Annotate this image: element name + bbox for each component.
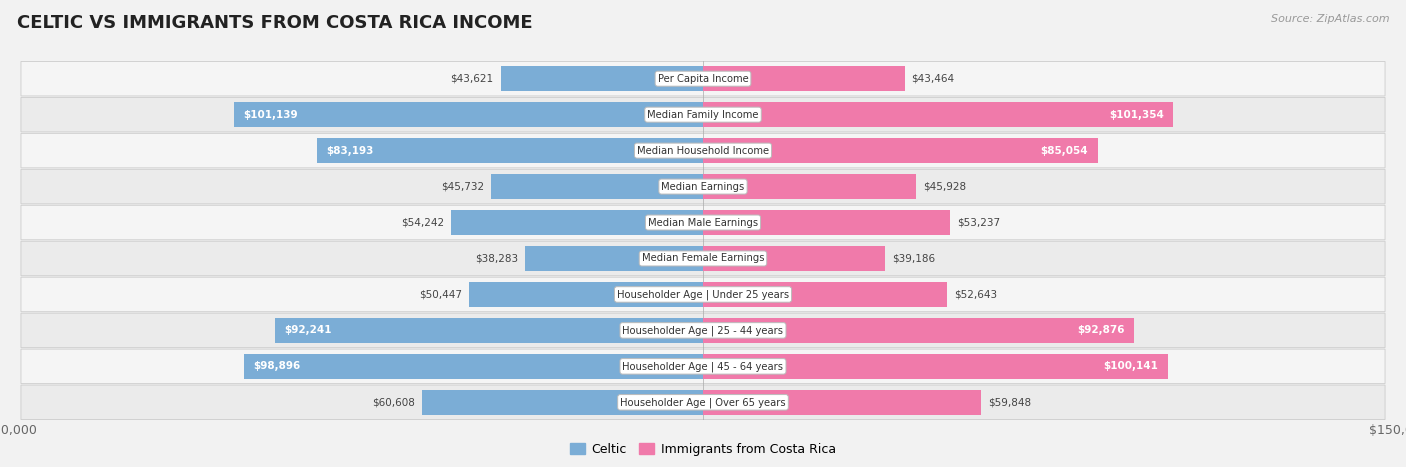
Text: Householder Age | Under 25 years: Householder Age | Under 25 years [617, 289, 789, 300]
Text: Median Family Income: Median Family Income [647, 110, 759, 120]
Bar [703, 102, 1173, 127]
Text: $100,141: $100,141 [1104, 361, 1159, 371]
Bar [703, 282, 948, 307]
Text: $39,186: $39,186 [891, 254, 935, 263]
Text: Median Female Earnings: Median Female Earnings [641, 254, 765, 263]
FancyBboxPatch shape [21, 313, 1385, 347]
Text: $101,139: $101,139 [243, 110, 298, 120]
Bar [703, 246, 884, 271]
Bar [422, 390, 703, 415]
Text: $54,242: $54,242 [401, 218, 444, 227]
Text: CELTIC VS IMMIGRANTS FROM COSTA RICA INCOME: CELTIC VS IMMIGRANTS FROM COSTA RICA INC… [17, 14, 533, 32]
Text: Householder Age | 25 - 44 years: Householder Age | 25 - 44 years [623, 325, 783, 336]
Text: $38,283: $38,283 [475, 254, 519, 263]
Bar [451, 210, 703, 235]
Bar [316, 138, 703, 163]
Text: $59,848: $59,848 [987, 397, 1031, 407]
FancyBboxPatch shape [21, 277, 1385, 311]
Bar [276, 318, 703, 343]
Bar [703, 138, 1098, 163]
Bar [245, 354, 703, 379]
Bar [703, 354, 1167, 379]
Text: $83,193: $83,193 [326, 146, 374, 156]
Text: $45,732: $45,732 [440, 182, 484, 191]
FancyBboxPatch shape [21, 170, 1385, 204]
Text: $53,237: $53,237 [957, 218, 1000, 227]
Text: $92,876: $92,876 [1077, 325, 1125, 335]
Bar [501, 66, 703, 91]
Bar [233, 102, 703, 127]
Text: Median Household Income: Median Household Income [637, 146, 769, 156]
Text: $50,447: $50,447 [419, 290, 463, 299]
FancyBboxPatch shape [21, 349, 1385, 383]
Text: $52,643: $52,643 [955, 290, 997, 299]
Text: $60,608: $60,608 [373, 397, 415, 407]
Bar [703, 210, 950, 235]
Bar [526, 246, 703, 271]
Text: $92,241: $92,241 [284, 325, 332, 335]
Legend: Celtic, Immigrants from Costa Rica: Celtic, Immigrants from Costa Rica [565, 438, 841, 461]
Text: Householder Age | 45 - 64 years: Householder Age | 45 - 64 years [623, 361, 783, 372]
Text: $101,354: $101,354 [1109, 110, 1164, 120]
Bar [703, 174, 917, 199]
Bar [703, 390, 980, 415]
Text: Per Capita Income: Per Capita Income [658, 74, 748, 84]
FancyBboxPatch shape [21, 385, 1385, 419]
FancyBboxPatch shape [21, 205, 1385, 240]
Bar [491, 174, 703, 199]
Bar [703, 66, 904, 91]
Text: Median Earnings: Median Earnings [661, 182, 745, 191]
Text: Source: ZipAtlas.com: Source: ZipAtlas.com [1271, 14, 1389, 24]
Text: $43,621: $43,621 [450, 74, 494, 84]
Text: Median Male Earnings: Median Male Earnings [648, 218, 758, 227]
Text: Householder Age | Over 65 years: Householder Age | Over 65 years [620, 397, 786, 408]
Text: $43,464: $43,464 [911, 74, 955, 84]
Text: $45,928: $45,928 [924, 182, 966, 191]
FancyBboxPatch shape [21, 98, 1385, 132]
FancyBboxPatch shape [21, 134, 1385, 168]
Bar [703, 318, 1133, 343]
Text: $85,054: $85,054 [1040, 146, 1088, 156]
Text: $98,896: $98,896 [253, 361, 301, 371]
FancyBboxPatch shape [21, 241, 1385, 276]
FancyBboxPatch shape [21, 62, 1385, 96]
Bar [470, 282, 703, 307]
